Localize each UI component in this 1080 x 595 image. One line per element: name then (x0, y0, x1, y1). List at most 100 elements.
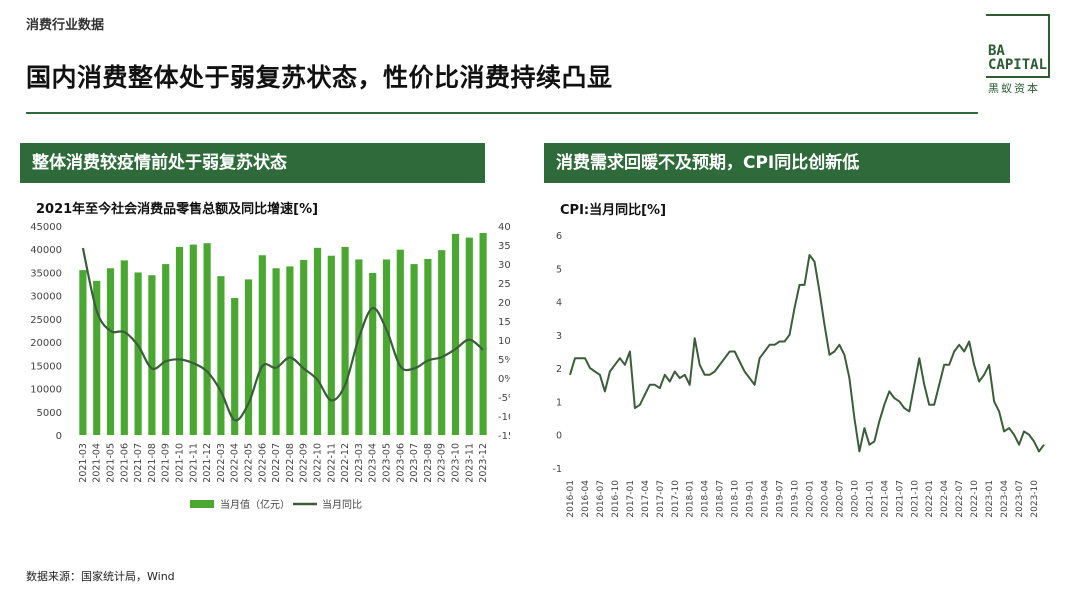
y-right-tick-label: 25% (498, 279, 510, 290)
x-tick-label: 2020-07 (835, 480, 845, 518)
bar (162, 264, 170, 435)
y-right-tick-label: 40% (498, 222, 510, 233)
category-label: 消费行业数据 (26, 18, 105, 33)
y-left-tick-label: 15000 (30, 361, 62, 372)
x-tick-label: 2023-08 (423, 443, 434, 483)
x-tick-label: 2019-07 (776, 480, 786, 518)
x-tick-label: 2022-10 (970, 480, 980, 518)
y-left-tick-label: 45000 (30, 222, 62, 233)
x-tick-label: 2022-07 (955, 480, 965, 518)
y-right-tick-label: 15% (498, 317, 510, 328)
y-left-tick-label: 20000 (30, 338, 62, 349)
bar (258, 255, 266, 435)
yoy-growth-line (81, 247, 484, 422)
y-tick-label: -1 (553, 464, 562, 475)
legend-label-bar: 当月值（亿元） (220, 498, 290, 511)
retail-sales-chart: 0 5000 10000 15000 20000 25000 30000 35000 40000… (30, 222, 510, 511)
x-tick-label: 2021-04 (92, 443, 103, 483)
y-tick-label: 5 (556, 264, 562, 275)
x-tick-label: 2019-04 (761, 480, 771, 518)
bar (396, 249, 404, 435)
x-tick-label: 2023-01 (985, 480, 995, 518)
x-tick-label: 2023-10 (451, 443, 462, 483)
y-right-tick-label: 20% (498, 298, 510, 309)
x-tick-label: 2022-08 (285, 443, 296, 483)
x-tick-label: 2022-10 (313, 443, 324, 483)
bar (175, 246, 184, 435)
data-source: 数据来源：国家统计局，Wind (26, 570, 175, 583)
x-tick-label: 2021-07 (133, 443, 144, 483)
bar (424, 258, 432, 435)
bar (355, 259, 363, 435)
x-tick-label: 2022-12 (340, 443, 351, 483)
legend-label-line: 当月同比 (322, 498, 362, 511)
logo: BA CAPITAL (986, 14, 1052, 78)
x-tick-label: 2021-04 (880, 480, 890, 518)
bar (231, 297, 239, 435)
cpi-line (569, 254, 1045, 453)
bar (272, 268, 280, 435)
x-tick-label: 2022-06 (257, 443, 268, 483)
bar (465, 237, 473, 435)
logo-frame (986, 14, 1050, 78)
x-tick-label: 2017-07 (656, 480, 666, 518)
x-tick-label: 2019-10 (791, 480, 801, 518)
y-left-tick-label: 30000 (30, 292, 62, 303)
legend-swatch-bar (190, 500, 214, 508)
bar (451, 233, 460, 435)
y-right-tick-label: 5% (498, 355, 510, 366)
bar (341, 246, 349, 435)
cpi-chart: -1 0 1 2 3 4 5 6 2016-01 2016-04 2016-07 2016-10 201… (553, 231, 1045, 518)
x-tick-label: 2017-01 (626, 480, 636, 518)
y-right-tick-label: -10% (498, 412, 510, 423)
bar (382, 259, 391, 435)
bar (300, 259, 308, 435)
x-tick-label: 2023-03 (354, 443, 365, 483)
y-tick-label: 4 (556, 298, 562, 309)
x-tick-label: 2021-05 (106, 443, 117, 483)
bar (438, 250, 446, 435)
x-tick-label: 2016-10 (611, 480, 621, 518)
title-divider (26, 112, 978, 114)
bar (217, 276, 225, 435)
bar (286, 266, 294, 435)
bar (244, 279, 253, 435)
y-left-tick-label: 25000 (30, 315, 62, 326)
x-tick-label: 2022-03 (216, 443, 227, 483)
logo-text-line2: CAPITAL (988, 57, 1048, 73)
y-right-tick-label: 30% (498, 260, 510, 271)
bar (93, 280, 101, 435)
x-tick-label: 2018-10 (731, 480, 741, 518)
x-tick-label: 2021-01 (865, 480, 875, 518)
x-tick-label: 2023-04 (1000, 480, 1010, 518)
logo-chinese: 黑蚁资本 (988, 82, 1040, 95)
x-tick-label: 2022-04 (230, 443, 241, 483)
x-tick-label: 2023-04 (368, 443, 379, 483)
page-title: 国内消费整体处于弱复苏状态，性价比消费持续凸显 (26, 63, 613, 92)
x-tick-label: 2018-01 (686, 480, 696, 518)
x-tick-label: 2021-08 (147, 443, 158, 483)
logo-text-line1: BA (988, 43, 1005, 59)
bar (148, 275, 156, 435)
x-tick-label: 2021-10 (910, 480, 920, 518)
y-right-tick-label: -15% (498, 431, 510, 442)
x-tick-label: 2021-07 (895, 480, 905, 518)
bar (106, 268, 115, 435)
y-right-tick-label: 10% (498, 336, 510, 347)
y-left-tick-label: 35000 (30, 268, 62, 279)
y-left-tick-label: 10000 (30, 385, 62, 396)
y-left-tick-label: 0 (56, 431, 62, 442)
x-tick-label: 2016-07 (596, 480, 606, 518)
x-tick-label: 2017-10 (671, 480, 681, 518)
x-tick-label: 2016-01 (566, 480, 576, 518)
bar (79, 270, 87, 435)
x-tick-label: 2020-01 (805, 480, 815, 518)
x-tick-label: 2021-03 (78, 443, 89, 483)
y-tick-label: 2 (556, 364, 562, 375)
x-tick-label: 2022-05 (244, 443, 255, 483)
x-tick-label: 2020-10 (850, 480, 860, 518)
bar (120, 260, 128, 435)
x-tick-label: 2021-06 (119, 443, 130, 483)
logo-text: BA CAPITAL (988, 44, 1047, 72)
x-tick-label: 2021-09 (161, 443, 172, 483)
